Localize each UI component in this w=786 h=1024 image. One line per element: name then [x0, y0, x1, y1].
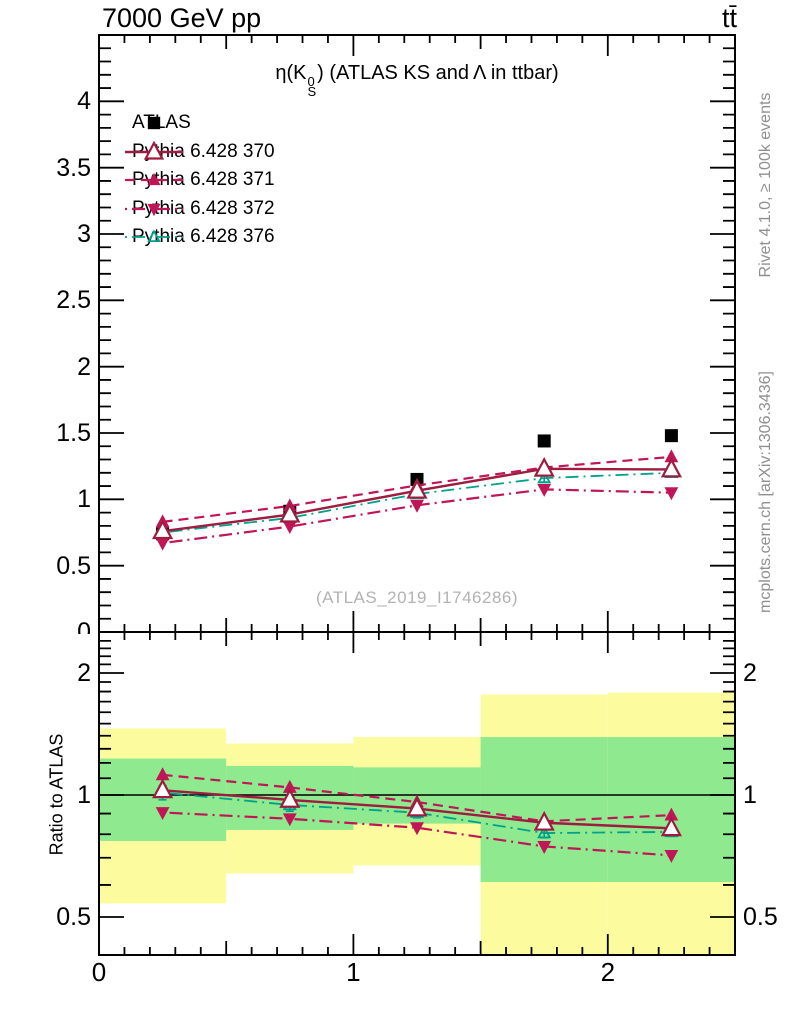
- y-axis-tick-label: 4: [77, 87, 91, 116]
- ratio-y-tick-label-left: 0.5: [56, 903, 91, 931]
- data-point-marker: [147, 116, 161, 130]
- legend-item-py370: Pythia 6.428 370: [125, 140, 275, 163]
- ratio-y-tick-label-left: 1: [77, 781, 91, 809]
- legend-marker-py371: [125, 172, 183, 186]
- ratio-series-py372: [155, 807, 679, 863]
- data-point-marker: [533, 456, 555, 477]
- ratio-series-py370: [152, 778, 682, 837]
- data-point-marker: [660, 816, 682, 837]
- legend-label: Pythia 6.428 372: [132, 197, 275, 219]
- y-axis-tick-label: 2.5: [56, 286, 91, 315]
- mcplots-source-note: mcplots.cern.ch [arXiv:1306.3436]: [757, 371, 774, 613]
- process-label: tt̄: [721, 3, 737, 33]
- ratio-y-tick-label-right: 1: [743, 781, 757, 809]
- series-line: [162, 811, 672, 857]
- x-axis-tick-label: 2: [600, 957, 616, 987]
- data-point-marker: [279, 788, 301, 808]
- data-point-marker: [533, 810, 555, 831]
- data-point-marker: [660, 457, 682, 478]
- ratio-panel-frame: [98, 631, 736, 956]
- legend-marker-py372: [125, 203, 183, 216]
- data-point-marker: [410, 822, 424, 836]
- ratio-y-tick-label-left: 2: [77, 658, 91, 687]
- legend-marker-py376: [125, 229, 183, 243]
- legend-item-py371: Pythia 6.428 371: [125, 169, 275, 191]
- data-point-marker: [410, 499, 424, 513]
- series-py372: [155, 483, 679, 551]
- data-point-marker: [537, 483, 552, 497]
- data-point-marker: [282, 521, 297, 535]
- legend-label: Pythia 6.428 371: [132, 169, 275, 190]
- plot-title-pre: η(K: [275, 62, 307, 84]
- legend-marker-py370: [125, 140, 183, 160]
- ratio-y-tick-label-right: 2: [743, 658, 757, 687]
- y-axis-tick-label: 0.5: [56, 551, 91, 580]
- series-py370: [152, 456, 682, 540]
- series-line: [162, 791, 672, 834]
- data-point-marker: [155, 767, 170, 781]
- plot-title-post: ) (ATLAS KS and Λ in ttbar): [317, 62, 559, 84]
- axis-ticks: [98, 34, 736, 954]
- data-point-marker: [537, 434, 551, 448]
- data-point-marker: [152, 778, 174, 799]
- data-point-marker: [282, 813, 297, 827]
- data-point-marker: [143, 140, 165, 160]
- data-point-marker: [155, 537, 170, 551]
- legend-label: ATLAS: [132, 112, 191, 133]
- data-point-marker: [537, 470, 552, 484]
- legend-item-py372: Pythia 6.428 372: [125, 198, 275, 220]
- rivet-version-note: Rivet 4.1.0, ≥ 100k events: [757, 92, 774, 278]
- legend-item-py376: Pythia 6.428 376: [125, 226, 275, 248]
- y-axis-tick-label: 1: [77, 485, 91, 514]
- data-point-marker: [147, 229, 161, 243]
- series-line: [162, 773, 672, 823]
- ratio-y-tick-label-right: 0.5: [743, 903, 778, 931]
- y-axis-tick-label: 2: [77, 352, 91, 381]
- data-point-marker: [406, 478, 428, 499]
- beam-energy-label: 7000 GeV pp: [102, 3, 262, 33]
- ratio-axis-label: Ratio to ATLAS: [46, 733, 67, 856]
- data-point-marker: [279, 502, 301, 523]
- data-point-marker: [147, 203, 161, 216]
- band-stat: [480, 737, 608, 883]
- legend-marker-atlas: [147, 116, 161, 130]
- analysis-watermark: (ATLAS_2019_I1746286): [315, 588, 519, 607]
- plot-title-sup: 0: [307, 74, 315, 89]
- y-axis-tick-label: 1.5: [56, 419, 91, 447]
- legend-label: Pythia 6.428 376: [132, 226, 275, 247]
- x-axis-tick-label: 1: [346, 957, 361, 987]
- data-point-marker: [282, 779, 297, 793]
- data-point-marker: [664, 429, 678, 443]
- data-point-marker: [406, 796, 428, 817]
- legend-label: Pythia 6.428 370: [132, 140, 275, 162]
- data-point-marker: [664, 449, 679, 463]
- data-point-marker: [537, 825, 552, 839]
- legend-item-atlas: ATLAS: [125, 112, 191, 134]
- plot-title-sub: S: [307, 84, 317, 99]
- data-point-marker: [664, 807, 679, 821]
- data-point-marker: [152, 519, 174, 540]
- data-point-marker: [147, 172, 161, 186]
- y-axis-tick-label-text: 0: [77, 618, 91, 634]
- data-point-marker: [155, 807, 170, 820]
- uncertainty-bands: [99, 692, 735, 955]
- ratio-series: [152, 767, 682, 863]
- x-axis-tick-label: 0: [91, 957, 107, 987]
- plot-title: η(K 0 S) (ATLAS KS and Λ in ttbar): [99, 62, 735, 99]
- y-axis-tick-label: 0: [0, 617, 91, 634]
- data-point-marker: [537, 841, 552, 854]
- y-axis-tick-label: 3.5: [56, 153, 91, 182]
- y-axis-tick-label: 3: [77, 220, 91, 248]
- main-panel-frame: [98, 34, 736, 633]
- data-point-marker: [664, 487, 679, 501]
- data-point-marker: [664, 850, 679, 863]
